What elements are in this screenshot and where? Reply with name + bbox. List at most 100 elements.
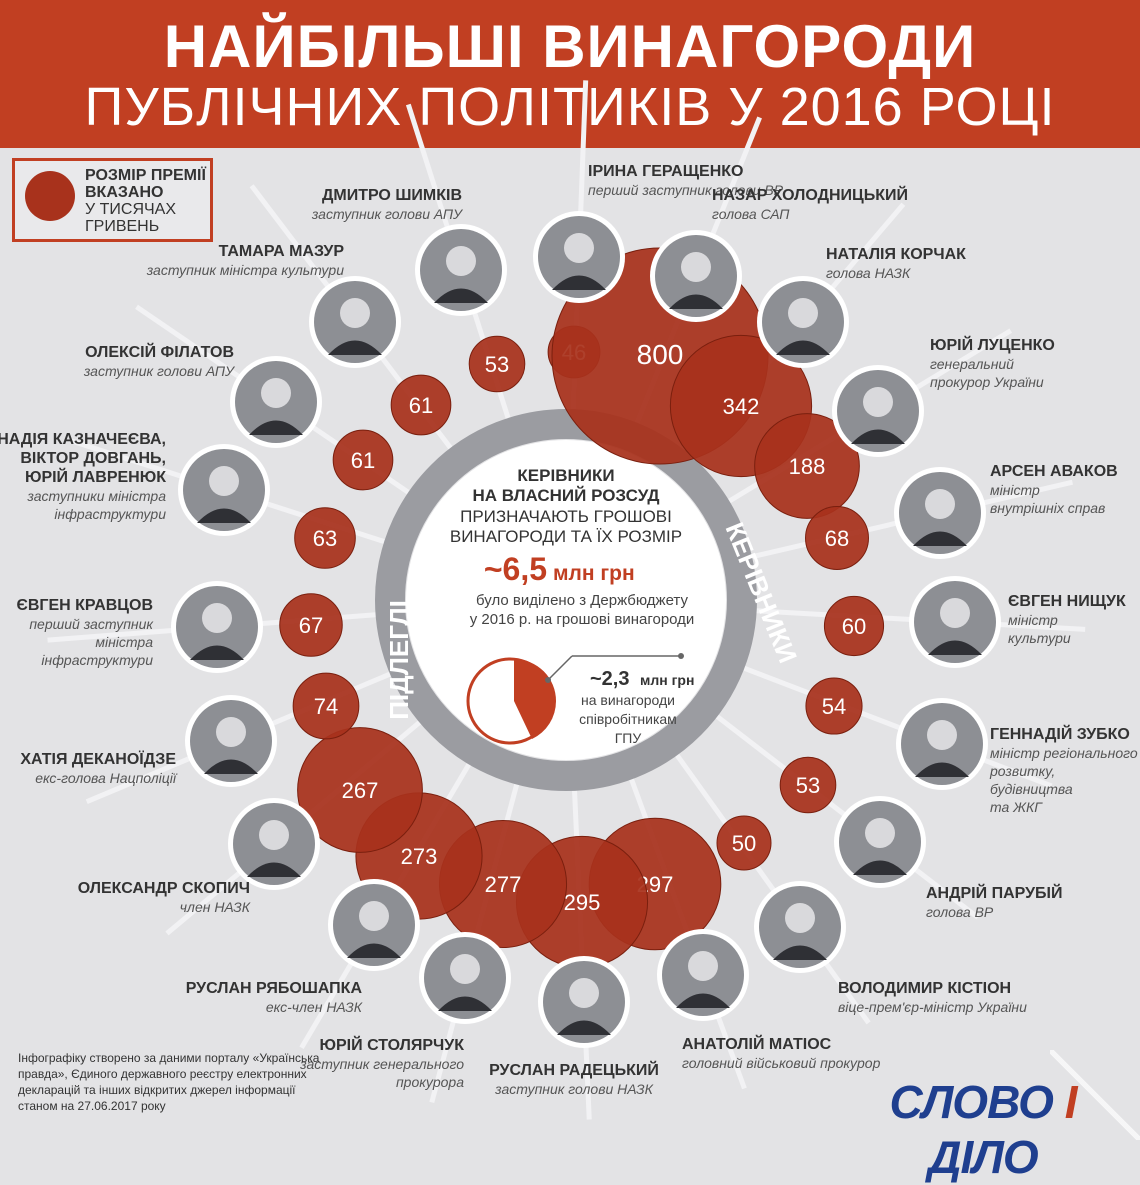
person-name: ЮРІЙ СТОЛЯРЧУК bbox=[320, 1035, 465, 1054]
portrait-icon bbox=[533, 211, 625, 303]
portrait-icon bbox=[896, 698, 988, 790]
person-role: віце-прем'єр-міністр України bbox=[838, 999, 1027, 1015]
bubble bbox=[805, 677, 863, 735]
logo: СЛОВО І ДІЛО bbox=[838, 1075, 1128, 1183]
legend-line2: ВКАЗАНО bbox=[85, 184, 164, 201]
person-name: ОЛЕКСІЙ ФІЛАТОВ bbox=[85, 342, 234, 361]
portrait-icon bbox=[328, 879, 420, 971]
background-ray bbox=[703, 704, 980, 920]
portrait-icon bbox=[415, 224, 507, 316]
person-role: культури bbox=[1008, 630, 1071, 646]
bubble-value: 60 bbox=[842, 614, 866, 639]
bubble bbox=[823, 595, 885, 657]
person-role: міністр bbox=[990, 482, 1040, 498]
portrait-icon bbox=[185, 695, 277, 787]
person-name: ОЛЕКСАНДР СКОПИЧ bbox=[78, 880, 250, 897]
bubble-value: 295 bbox=[564, 890, 601, 915]
center-s2: у 2016 р. на грошові винагороди bbox=[470, 611, 695, 628]
person-role: голова ВР bbox=[926, 904, 994, 920]
bubble bbox=[332, 429, 394, 491]
bubble-value: 342 bbox=[723, 394, 760, 419]
bubble bbox=[716, 815, 772, 871]
person-role: прокурора bbox=[396, 1074, 464, 1090]
person-name: ХАТІЯ ДЕКАНОЇДЗЕ bbox=[20, 750, 176, 768]
person-name: НАДІЯ КАЗНАЧЕЄВА, bbox=[0, 431, 166, 448]
pie-icon bbox=[466, 657, 557, 745]
bubble-value: 50 bbox=[732, 831, 756, 856]
person-name: АНДРІЙ ПАРУБІЙ bbox=[926, 883, 1062, 902]
bubble-value: 63 bbox=[313, 526, 337, 551]
center-t2: НА ВЛАСНИЙ РОЗСУД bbox=[472, 486, 659, 505]
person-name: АРСЕН АВАКОВ bbox=[990, 463, 1118, 480]
legend: РОЗМІР ПРЕМІЇ ВКАЗАНО У ТИСЯЧАХ ГРИВЕНЬ bbox=[12, 158, 213, 242]
person-role: та ЖКГ bbox=[990, 799, 1043, 815]
pie-unit: млн грн bbox=[640, 672, 694, 688]
person-name: ІРИНА ГЕРАЩЕНКО bbox=[588, 163, 743, 180]
person-role: член НАЗК bbox=[180, 899, 251, 915]
portrait-icon bbox=[309, 276, 401, 368]
person-role: екс-голова Нацполіції bbox=[35, 770, 178, 786]
center-t4: ВИНАГОРОДИ ТА ЇХ РОЗМІР bbox=[450, 527, 682, 546]
source-note: Інфографіку створено за даними порталу «… bbox=[18, 1051, 320, 1113]
person-name: ЄВГЕН НИЩУК bbox=[1008, 593, 1126, 610]
person-name: НАЗАР ХОЛОДНИЦЬКИЙ bbox=[712, 185, 908, 204]
person-role: перший заступник голови ВР bbox=[588, 182, 784, 198]
bubble bbox=[292, 672, 360, 740]
background-ray bbox=[728, 660, 1053, 789]
bubble-value: 267 bbox=[342, 778, 379, 803]
person-role: інфраструктури bbox=[54, 506, 166, 522]
bubble-value: 67 bbox=[299, 613, 323, 638]
person-name: РУСЛАН РЯБОШАПКА bbox=[186, 980, 363, 997]
center-disc bbox=[406, 440, 726, 760]
person-role: заступник голови НАЗК bbox=[494, 1081, 654, 1097]
person-role: міністр bbox=[1008, 612, 1058, 628]
bubble-value: 273 bbox=[401, 844, 438, 869]
person-role: міністра bbox=[95, 634, 153, 650]
person-name: ТАМАРА МАЗУР bbox=[219, 243, 345, 260]
person-name: ЮРІЙ ЛУЦЕНКО bbox=[930, 335, 1055, 354]
pie-value: ~2,3 bbox=[590, 668, 629, 690]
center-s1: було виділено з Держбюджету bbox=[476, 592, 688, 609]
pie-p3: ГПУ bbox=[615, 730, 642, 746]
person-role: будівництва bbox=[990, 781, 1073, 797]
person-role: голова НАЗК bbox=[826, 265, 911, 281]
logo-word1: СЛОВО bbox=[889, 1076, 1053, 1128]
portrait-icon bbox=[894, 467, 986, 559]
person-name: ЮРІЙ ЛАВРЕНЮК bbox=[25, 467, 166, 486]
bubble-value: 74 bbox=[314, 694, 338, 719]
bubble bbox=[390, 374, 452, 436]
grey-ring bbox=[375, 409, 757, 791]
portrait-icon bbox=[228, 798, 320, 890]
person-name: АНАТОЛІЙ МАТІОС bbox=[682, 1034, 832, 1053]
bubble-value: 68 bbox=[825, 526, 849, 551]
legend-text: РОЗМІР ПРЕМІЇ ВКАЗАНО У ТИСЯЧАХ ГРИВЕНЬ bbox=[85, 167, 213, 235]
portrait-icon bbox=[171, 581, 263, 673]
portrait-icon bbox=[754, 881, 846, 973]
bubble-value: 800 bbox=[637, 339, 684, 370]
legend-line1: РОЗМІР ПРЕМІЇ bbox=[85, 167, 206, 184]
bubble bbox=[754, 413, 860, 519]
legend-dot bbox=[25, 171, 75, 221]
legend-line3: У ТИСЯЧАХ bbox=[85, 201, 176, 218]
bubble-value: 277 bbox=[485, 872, 522, 897]
person-name: ЄВГЕН КРАВЦОВ bbox=[16, 597, 153, 614]
person-role: внутрішніх справ bbox=[990, 500, 1105, 516]
bubble bbox=[294, 507, 356, 569]
background-ray bbox=[665, 740, 871, 1025]
center-t1: КЕРІВНИКИ bbox=[517, 466, 614, 485]
corner-stripe bbox=[1050, 1050, 1140, 1140]
person-role: міністр регіонального bbox=[990, 745, 1138, 761]
center-big-unit: млн грн bbox=[553, 562, 635, 585]
title-line1: НАЙБІЛЬШІ ВИНАГОРОДИ bbox=[163, 13, 977, 80]
person-name: ВОЛОДИМИР КІСТІОН bbox=[838, 980, 1011, 997]
person-role: головний військовий прокурор bbox=[682, 1055, 881, 1071]
person-name: ГЕННАДІЙ ЗУБКО bbox=[990, 724, 1130, 743]
bubble bbox=[297, 727, 423, 853]
logo-word2: І bbox=[1064, 1076, 1078, 1128]
person-role: заступник голови АПУ bbox=[83, 363, 236, 379]
portrait-icon bbox=[832, 365, 924, 457]
person-role: заступник міністра культури bbox=[146, 262, 345, 278]
bubble-value: 61 bbox=[409, 393, 433, 418]
header-banner: НАЙБІЛЬШІ ВИНАГОРОДИ ПУБЛІЧНИХ ПОЛІТИКІВ… bbox=[0, 0, 1140, 148]
